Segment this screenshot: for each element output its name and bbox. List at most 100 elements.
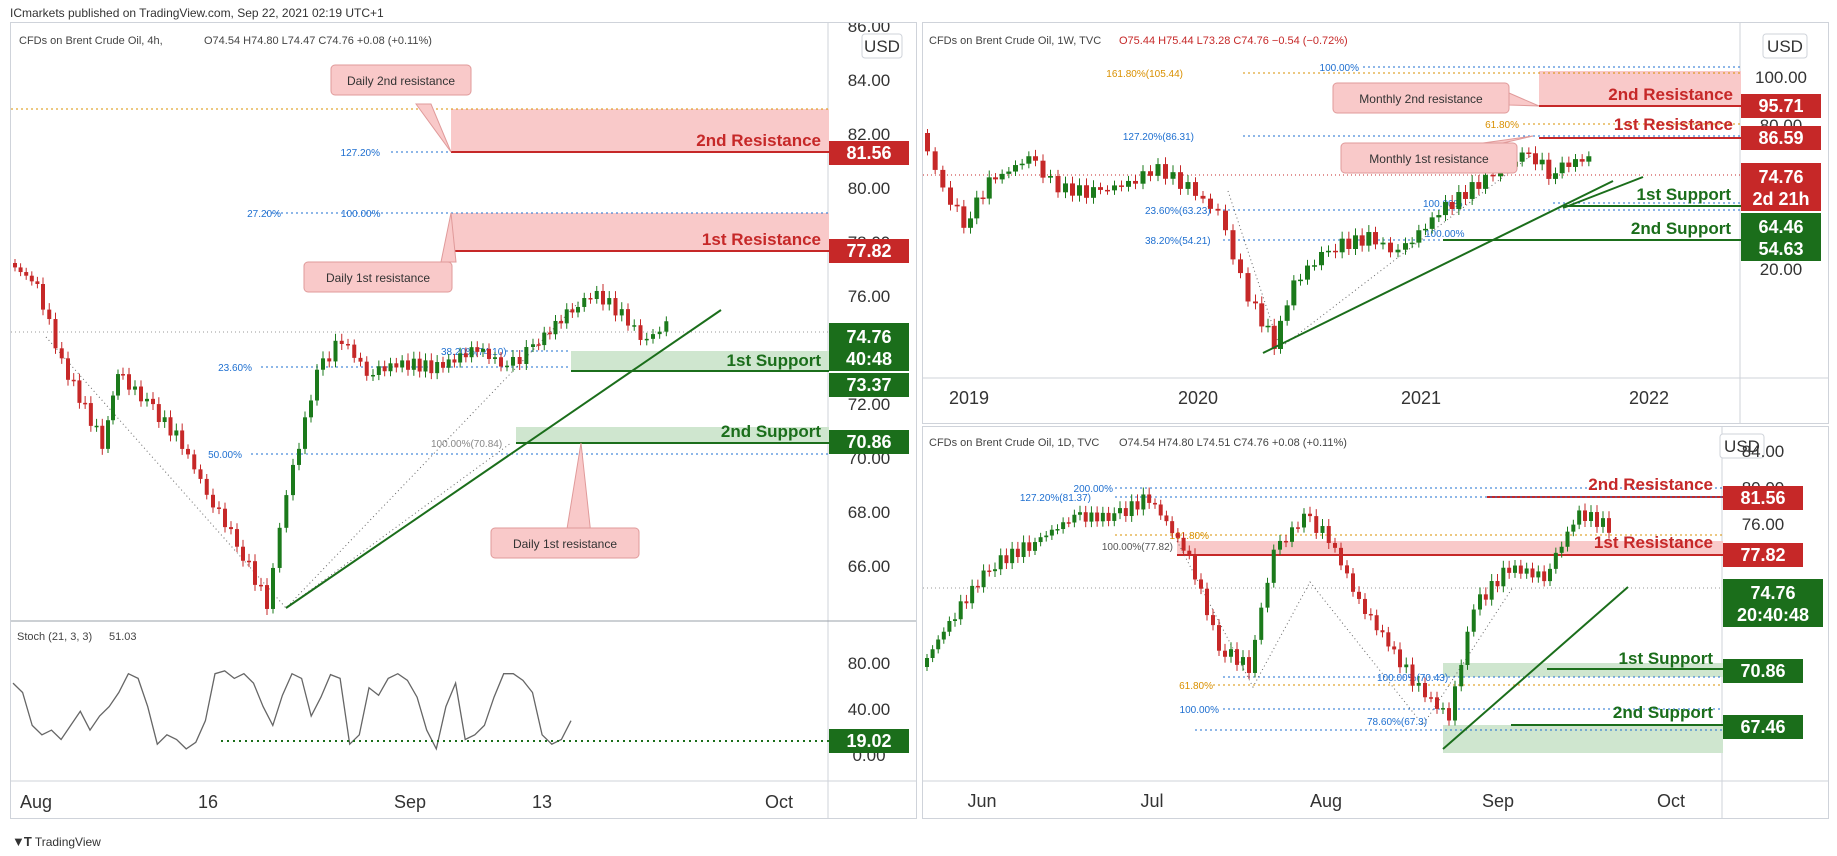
ohlc-readout: O74.54 H74.80 L74.51 C74.76 +0.08 (+0.11… (1119, 437, 1347, 449)
candle-body (524, 347, 529, 364)
price-tag-r2-text: 81.56 (1740, 488, 1785, 508)
candle-body (1526, 152, 1532, 155)
last-price-text: 74.76 (1750, 583, 1795, 603)
candle-body (1398, 649, 1402, 668)
price-tag-r1 (829, 239, 909, 263)
candle-body (1147, 494, 1152, 503)
candle-body (1345, 565, 1349, 574)
fib-label: 61.80% (1179, 681, 1213, 692)
candle-body (1278, 320, 1283, 349)
candle-body (1140, 171, 1146, 184)
candle-body (1095, 512, 1100, 522)
candle-body (1518, 565, 1523, 574)
candle-body (180, 430, 185, 449)
axis-tick-label: Oct (1657, 791, 1685, 811)
fib-label: 161.80%(105.44) (1106, 69, 1183, 80)
price-tag-s2-text: 67.46 (1740, 717, 1785, 737)
price-chart-4h[interactable]: USD 86.0084.0082.0080.0078.0076.0074.007… (11, 23, 916, 818)
candle-body (174, 430, 179, 436)
axis-tick-label: Sep (394, 792, 426, 812)
candle-body (547, 332, 552, 335)
candle-body (1271, 549, 1276, 583)
candle-body (1040, 160, 1046, 178)
candle-body (1026, 156, 1032, 164)
candle-body (987, 570, 992, 573)
candle-body (1259, 303, 1265, 327)
candle-body (1326, 526, 1331, 543)
candle-body (1471, 609, 1476, 632)
candle-body (601, 290, 605, 305)
axis-tick-label: 76.00 (1742, 515, 1785, 534)
candle-body (1038, 537, 1043, 543)
candle-body (1123, 508, 1128, 517)
candle-body (974, 197, 980, 219)
candle-body (111, 395, 115, 421)
candle-body (1129, 501, 1134, 517)
candle-body (1170, 521, 1175, 534)
candle-body (632, 325, 637, 327)
last-price-text: 74.76 (846, 327, 891, 347)
candle-body (1055, 529, 1060, 531)
candle-body (394, 363, 399, 368)
trend-line-2 (1562, 176, 1644, 209)
candle-body (1055, 176, 1061, 193)
axis-tick-label: 84.00 (1742, 442, 1785, 461)
candle-body (964, 601, 969, 604)
candle-body (1187, 550, 1192, 555)
tradingview-brand[interactable]: ▼T TradingView (12, 834, 101, 849)
candle-body (1004, 555, 1009, 564)
candle-body (1106, 512, 1111, 521)
axis-tick-label: 68.00 (848, 503, 891, 522)
candle-body (346, 343, 350, 346)
candle-body (13, 263, 17, 268)
candle-body (1084, 185, 1089, 198)
chart-panel-4h[interactable]: CFDs on Brent Crude Oil, 4h, O74.54 H74.… (10, 22, 917, 819)
candle-body (441, 362, 445, 368)
candle-body (1284, 540, 1288, 543)
price-tag-s1-text: 70.86 (1740, 661, 1785, 681)
candle-body (1553, 173, 1558, 179)
callout-daily-1st-resistance: Daily 1st resistance (303, 212, 457, 293)
candle-body (664, 321, 669, 332)
candle-body (536, 344, 541, 346)
candle-body (1463, 192, 1468, 199)
chart-panel-daily[interactable]: CFDs on Brent Crude Oil, 1D, TVC O74.54 … (922, 426, 1829, 819)
candle-body (1253, 301, 1258, 304)
fib-label: 27.20% (247, 209, 281, 220)
price-tag-last (1741, 163, 1821, 211)
axis-tick-label: 2022 (1629, 388, 1669, 408)
candle-body (993, 569, 997, 572)
candle-body (925, 658, 929, 667)
price-tag-supports (1741, 213, 1821, 261)
candle-body (1366, 232, 1372, 246)
candle-body (1163, 164, 1168, 179)
resistance-2-label: 2nd Resistance (1608, 85, 1733, 104)
candle-body (619, 309, 624, 316)
axis-tick-label: 2021 (1401, 388, 1441, 408)
candle-body (594, 290, 599, 300)
candle-body (1573, 159, 1578, 167)
candle-body (1308, 513, 1312, 517)
trend-line (1262, 180, 1614, 354)
x-axis-ticks: 2019 2020 2021 2022 (949, 388, 1669, 408)
axis-tick-label: Jun (967, 791, 996, 811)
support-1-label: 1st Support (727, 351, 822, 370)
candle-body (1524, 568, 1529, 574)
candle-body (241, 546, 245, 561)
candle-body (1579, 159, 1585, 162)
candle-body (1010, 548, 1015, 564)
candle-body (1091, 187, 1096, 198)
candle-body (1048, 176, 1053, 178)
fib-label: 127.20% (341, 148, 381, 159)
candle-body (1533, 153, 1538, 165)
x-axis-ticks: Jun Jul Aug Sep Oct (967, 791, 1685, 811)
svg-text:Monthly 1st resistance: Monthly 1st resistance (1369, 152, 1489, 166)
countdown-text: 2d 21h (1752, 189, 1809, 209)
candle-body (1429, 697, 1433, 699)
price-tag-s1 (1723, 659, 1803, 683)
chart-panel-weekly[interactable]: CFDs on Brent Crude Oil, 1W, TVC O75.44 … (922, 22, 1829, 424)
candle-body (358, 357, 363, 362)
candle-body (333, 340, 338, 362)
